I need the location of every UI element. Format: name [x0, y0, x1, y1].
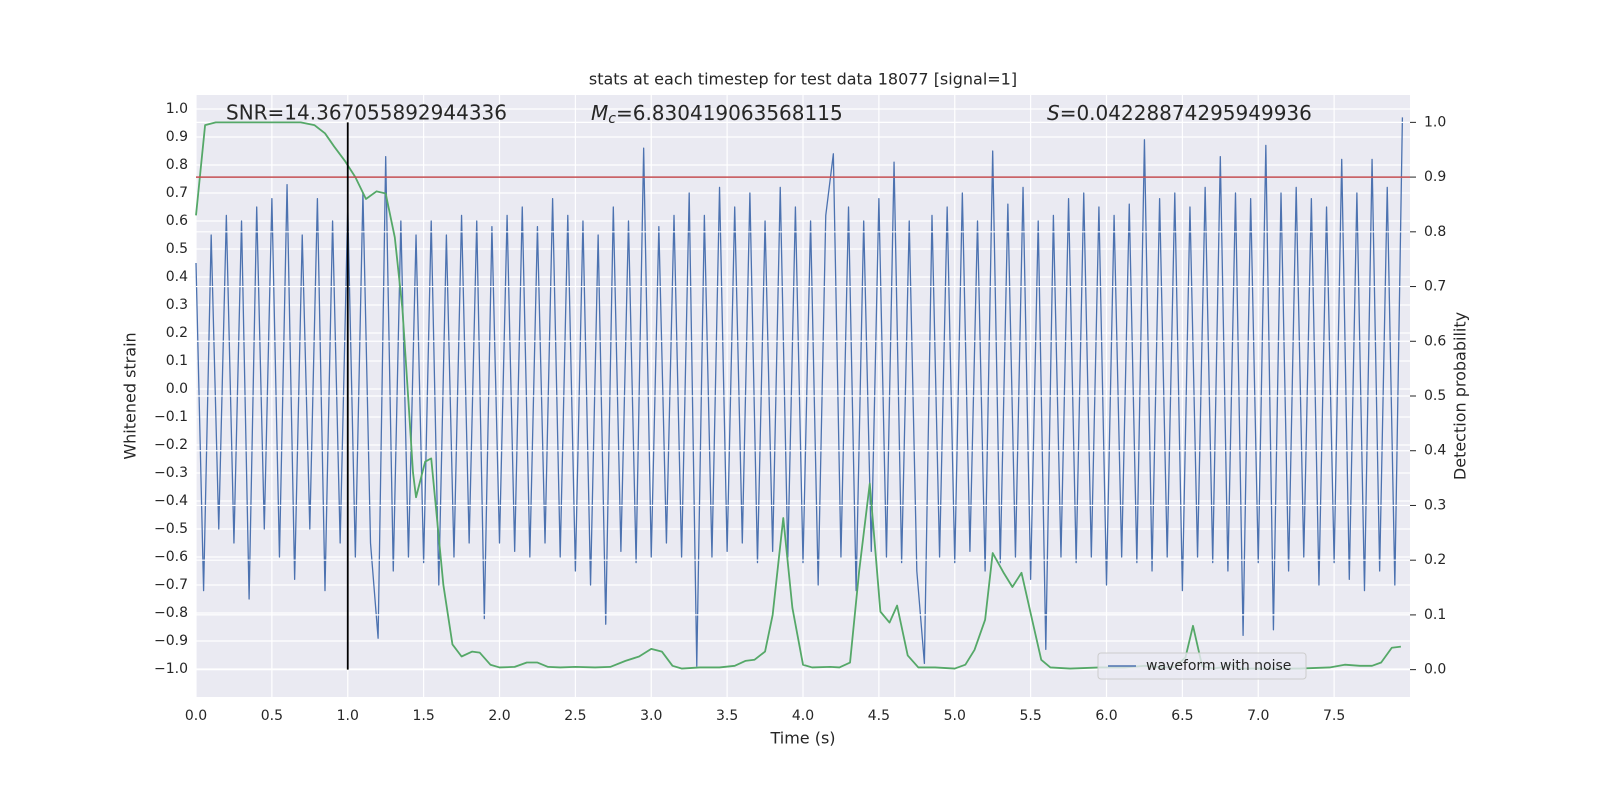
y-tick-label: −1.0: [154, 661, 188, 677]
y-tick-label: 0.9: [166, 129, 188, 145]
y-tick-label: 0.7: [166, 185, 188, 201]
y-tick-label: −0.8: [154, 605, 188, 621]
legend-box: [1097, 652, 1307, 680]
y-tick-label: 0.3: [166, 297, 188, 313]
annotation-value: =6.830419063568115: [616, 101, 843, 125]
y2-tick-label: 0.4: [1424, 443, 1446, 459]
x-tick-label: 0.5: [261, 708, 283, 724]
annotation-subscript: c: [608, 111, 616, 127]
y-tick-label: −0.4: [154, 493, 188, 509]
y2-tick-label: 0.1: [1424, 607, 1446, 623]
x-tick-label: 5.5: [1019, 708, 1041, 724]
x-tick-label: 0.0: [185, 708, 207, 724]
annotation: S=0.04228874295949936: [1047, 101, 1312, 125]
annotation-value: =0.04228874295949936: [1060, 101, 1312, 125]
chart-title: stats at each timestep for test data 180…: [589, 70, 1017, 89]
x-tick-label: 4.5: [868, 708, 890, 724]
x-tick-label: 1.0: [337, 708, 359, 724]
annotation: SNR=14.367055892944336: [226, 101, 507, 125]
annotation: Mc=6.830419063568115: [591, 101, 843, 128]
x-tick-label: 6.5: [1171, 708, 1193, 724]
x-tick-label: 6.0: [1095, 708, 1117, 724]
x-tick-label: 1.5: [412, 708, 434, 724]
y-tick-label: 0.0: [166, 381, 188, 397]
y-tick-label: 0.1: [166, 353, 188, 369]
x-tick-label: 7.5: [1323, 708, 1345, 724]
y-tick-label: −0.7: [154, 577, 188, 593]
y-axis-label: Whitened strain: [121, 332, 140, 459]
y-tick-label: 0.6: [166, 213, 188, 229]
x-tick-label: 5.0: [944, 708, 966, 724]
x-tick-label: 2.5: [564, 708, 586, 724]
x-tick-label: 7.0: [1247, 708, 1269, 724]
y2-tick-label: 0.9: [1424, 169, 1446, 185]
y-tick-label: −0.6: [154, 549, 188, 565]
y-tick-label: −0.3: [154, 465, 188, 481]
y-tick-label: 0.8: [166, 157, 188, 173]
y-tick-label: 1.0: [166, 101, 188, 117]
x-axis-label: Time (s): [769, 729, 835, 748]
y2-axis-label: Detection probability: [1451, 312, 1470, 480]
x-tick-label: 4.0: [792, 708, 814, 724]
annotation-symbol: S: [1047, 101, 1060, 125]
y2-tick-label: 0.3: [1424, 497, 1446, 513]
y2-tick-label: 1.0: [1424, 114, 1446, 130]
y-tick-label: −0.1: [154, 409, 188, 425]
y-tick-label: 0.2: [166, 325, 188, 341]
y-tick-label: −0.2: [154, 437, 188, 453]
y-tick-label: −0.9: [154, 633, 188, 649]
y2-tick-label: 0.0: [1424, 662, 1446, 678]
annotation-symbol: M: [591, 101, 608, 125]
y2-tick-label: 0.7: [1424, 279, 1446, 295]
y2-tick-label: 0.8: [1424, 224, 1446, 240]
y-tick-label: −0.5: [154, 521, 188, 537]
x-tick-label: 3.0: [640, 708, 662, 724]
x-tick-label: 3.5: [716, 708, 738, 724]
legend-label: waveform with noise: [1146, 658, 1291, 674]
y-tick-label: 0.4: [166, 269, 188, 285]
y-tick-label: 0.5: [166, 241, 188, 257]
y2-tick-label: 0.6: [1424, 333, 1446, 349]
y2-tick-label: 0.2: [1424, 552, 1446, 568]
over-layer: [195, 121, 1410, 671]
x-tick-label: 2.0: [488, 708, 510, 724]
y2-tick-label: 0.5: [1424, 388, 1446, 404]
